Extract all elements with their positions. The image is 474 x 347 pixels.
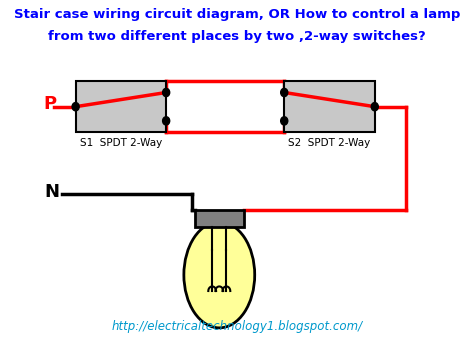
Circle shape <box>281 88 288 96</box>
Ellipse shape <box>184 222 255 328</box>
Text: P: P <box>44 95 56 113</box>
FancyBboxPatch shape <box>76 81 166 132</box>
Text: http://electricaltechnology1.blogspot.com/: http://electricaltechnology1.blogspot.co… <box>111 320 363 333</box>
Text: from two different places by two ,2-way switches?: from two different places by two ,2-way … <box>48 30 426 43</box>
Text: S1  SPDT 2-Way: S1 SPDT 2-Way <box>80 137 162 147</box>
Circle shape <box>281 117 288 125</box>
Text: N: N <box>45 183 60 201</box>
Text: S2  SPDT 2-Way: S2 SPDT 2-Way <box>288 137 371 147</box>
Circle shape <box>163 88 170 96</box>
Circle shape <box>371 102 378 111</box>
FancyBboxPatch shape <box>195 210 244 227</box>
Circle shape <box>163 117 170 125</box>
Circle shape <box>72 102 79 111</box>
FancyBboxPatch shape <box>284 81 375 132</box>
Text: Stair case wiring circuit diagram, OR How to control a lamp: Stair case wiring circuit diagram, OR Ho… <box>14 8 460 20</box>
